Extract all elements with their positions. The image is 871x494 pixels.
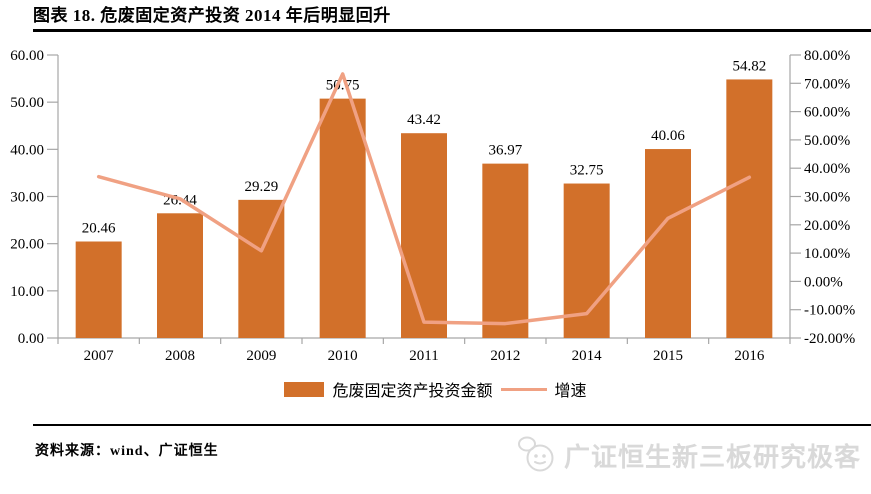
x-axis-label: 2007	[84, 348, 115, 364]
chart-svg: 60.00 50.00 40.00 30.00 20.00 10.00 0.00 80.00%…	[10, 48, 855, 364]
bar	[238, 199, 285, 338]
right-tick-label: -10.00%	[804, 303, 855, 319]
figure-title: 图表 18. 危废固定资产投资 2014 年后明显回升	[33, 6, 391, 25]
bar	[75, 241, 122, 338]
bar-value-label: 54.82	[732, 58, 766, 74]
x-axis-label: 2010	[328, 348, 358, 364]
left-tick-label: 60.00	[10, 48, 44, 64]
bar-value-label: 36.97	[488, 143, 522, 159]
figure-footer: 资料来源：wind、广证恒生 广证恒生新三板研究极客	[35, 434, 861, 476]
x-axis-label: 2009	[246, 348, 276, 364]
left-tick-label: 50.00	[10, 95, 44, 111]
right-tick-label: 30.00%	[804, 190, 850, 206]
left-tick-label: 20.00	[10, 237, 44, 253]
bar-series-label: 危废固定资产投资金额	[332, 383, 493, 400]
panda-mascot-icon	[517, 436, 554, 472]
bar-value-label: 32.75	[570, 163, 604, 179]
line-series-swatch	[500, 387, 547, 391]
x-axis-label: 2014	[572, 348, 603, 364]
bar-value-label: 29.29	[244, 179, 278, 195]
bars-group: 20.4626.4429.2950.7543.4236.9732.7540.06…	[75, 58, 773, 338]
right-tick-label: 50.00%	[804, 133, 850, 149]
left-tick-label: 40.00	[10, 142, 44, 158]
bar	[157, 213, 203, 338]
growth-line	[96, 72, 752, 326]
bar-value-label: 40.06	[651, 128, 685, 144]
right-tick-label: 40.00%	[804, 161, 850, 177]
left-tick-label: 30.00	[10, 190, 44, 206]
right-tick-label: 20.00%	[804, 218, 850, 234]
right-tick-label: 70.00%	[804, 76, 850, 92]
chart-legend: 危废固定资产投资金额 增速	[0, 376, 871, 402]
bar	[401, 133, 447, 338]
x-axis-label: 2011	[409, 348, 438, 364]
watermark-text: 广证恒生新三板研究极客	[563, 442, 861, 472]
x-axis-label: 2008	[165, 348, 195, 364]
left-tick-label: 0.00	[18, 331, 44, 347]
x-axis-label: 2012	[490, 348, 520, 364]
bar	[645, 149, 691, 338]
footer-divider	[33, 424, 871, 426]
right-axis-ticks: 80.00% 70.00% 60.00% 50.00% 40.00% 30.00% 20.0…	[790, 48, 855, 347]
bar	[726, 79, 773, 338]
right-tick-label: -20.00%	[804, 331, 855, 347]
right-tick-label: 0.00%	[804, 274, 843, 290]
x-axis-labels: 2007 2008 2009 2010 2011 2012 2014 2015 2016	[84, 348, 765, 364]
right-tick-label: 10.00%	[804, 246, 850, 262]
x-axis-label: 2015	[653, 348, 683, 364]
left-axis-ticks: 60.00 50.00 40.00 30.00 20.00 10.00 0.00	[10, 48, 58, 347]
bar-value-label: 20.46	[82, 220, 116, 236]
bar-series-swatch	[284, 381, 325, 397]
chart-area: 60.00 50.00 40.00 30.00 20.00 10.00 0.00 80.00%…	[0, 32, 871, 372]
bar	[482, 163, 529, 338]
figure-header: 图表 18. 危废固定资产投资 2014 年后明显回升	[0, 0, 871, 26]
left-tick-label: 10.00	[10, 284, 44, 300]
right-tick-label: 80.00%	[804, 48, 850, 64]
brand-watermark: 广证恒生新三板研究极客	[516, 434, 861, 476]
bar-value-label: 50.75	[326, 78, 360, 94]
data-source-note: 资料来源：wind、广证恒生	[35, 444, 219, 459]
line-series-label: 增速	[554, 383, 587, 400]
x-axis-label: 2016	[734, 348, 765, 364]
right-tick-label: 60.00%	[804, 105, 850, 121]
bar	[319, 98, 366, 338]
title-underline	[33, 29, 871, 32]
bar-value-label: 43.42	[407, 112, 441, 128]
